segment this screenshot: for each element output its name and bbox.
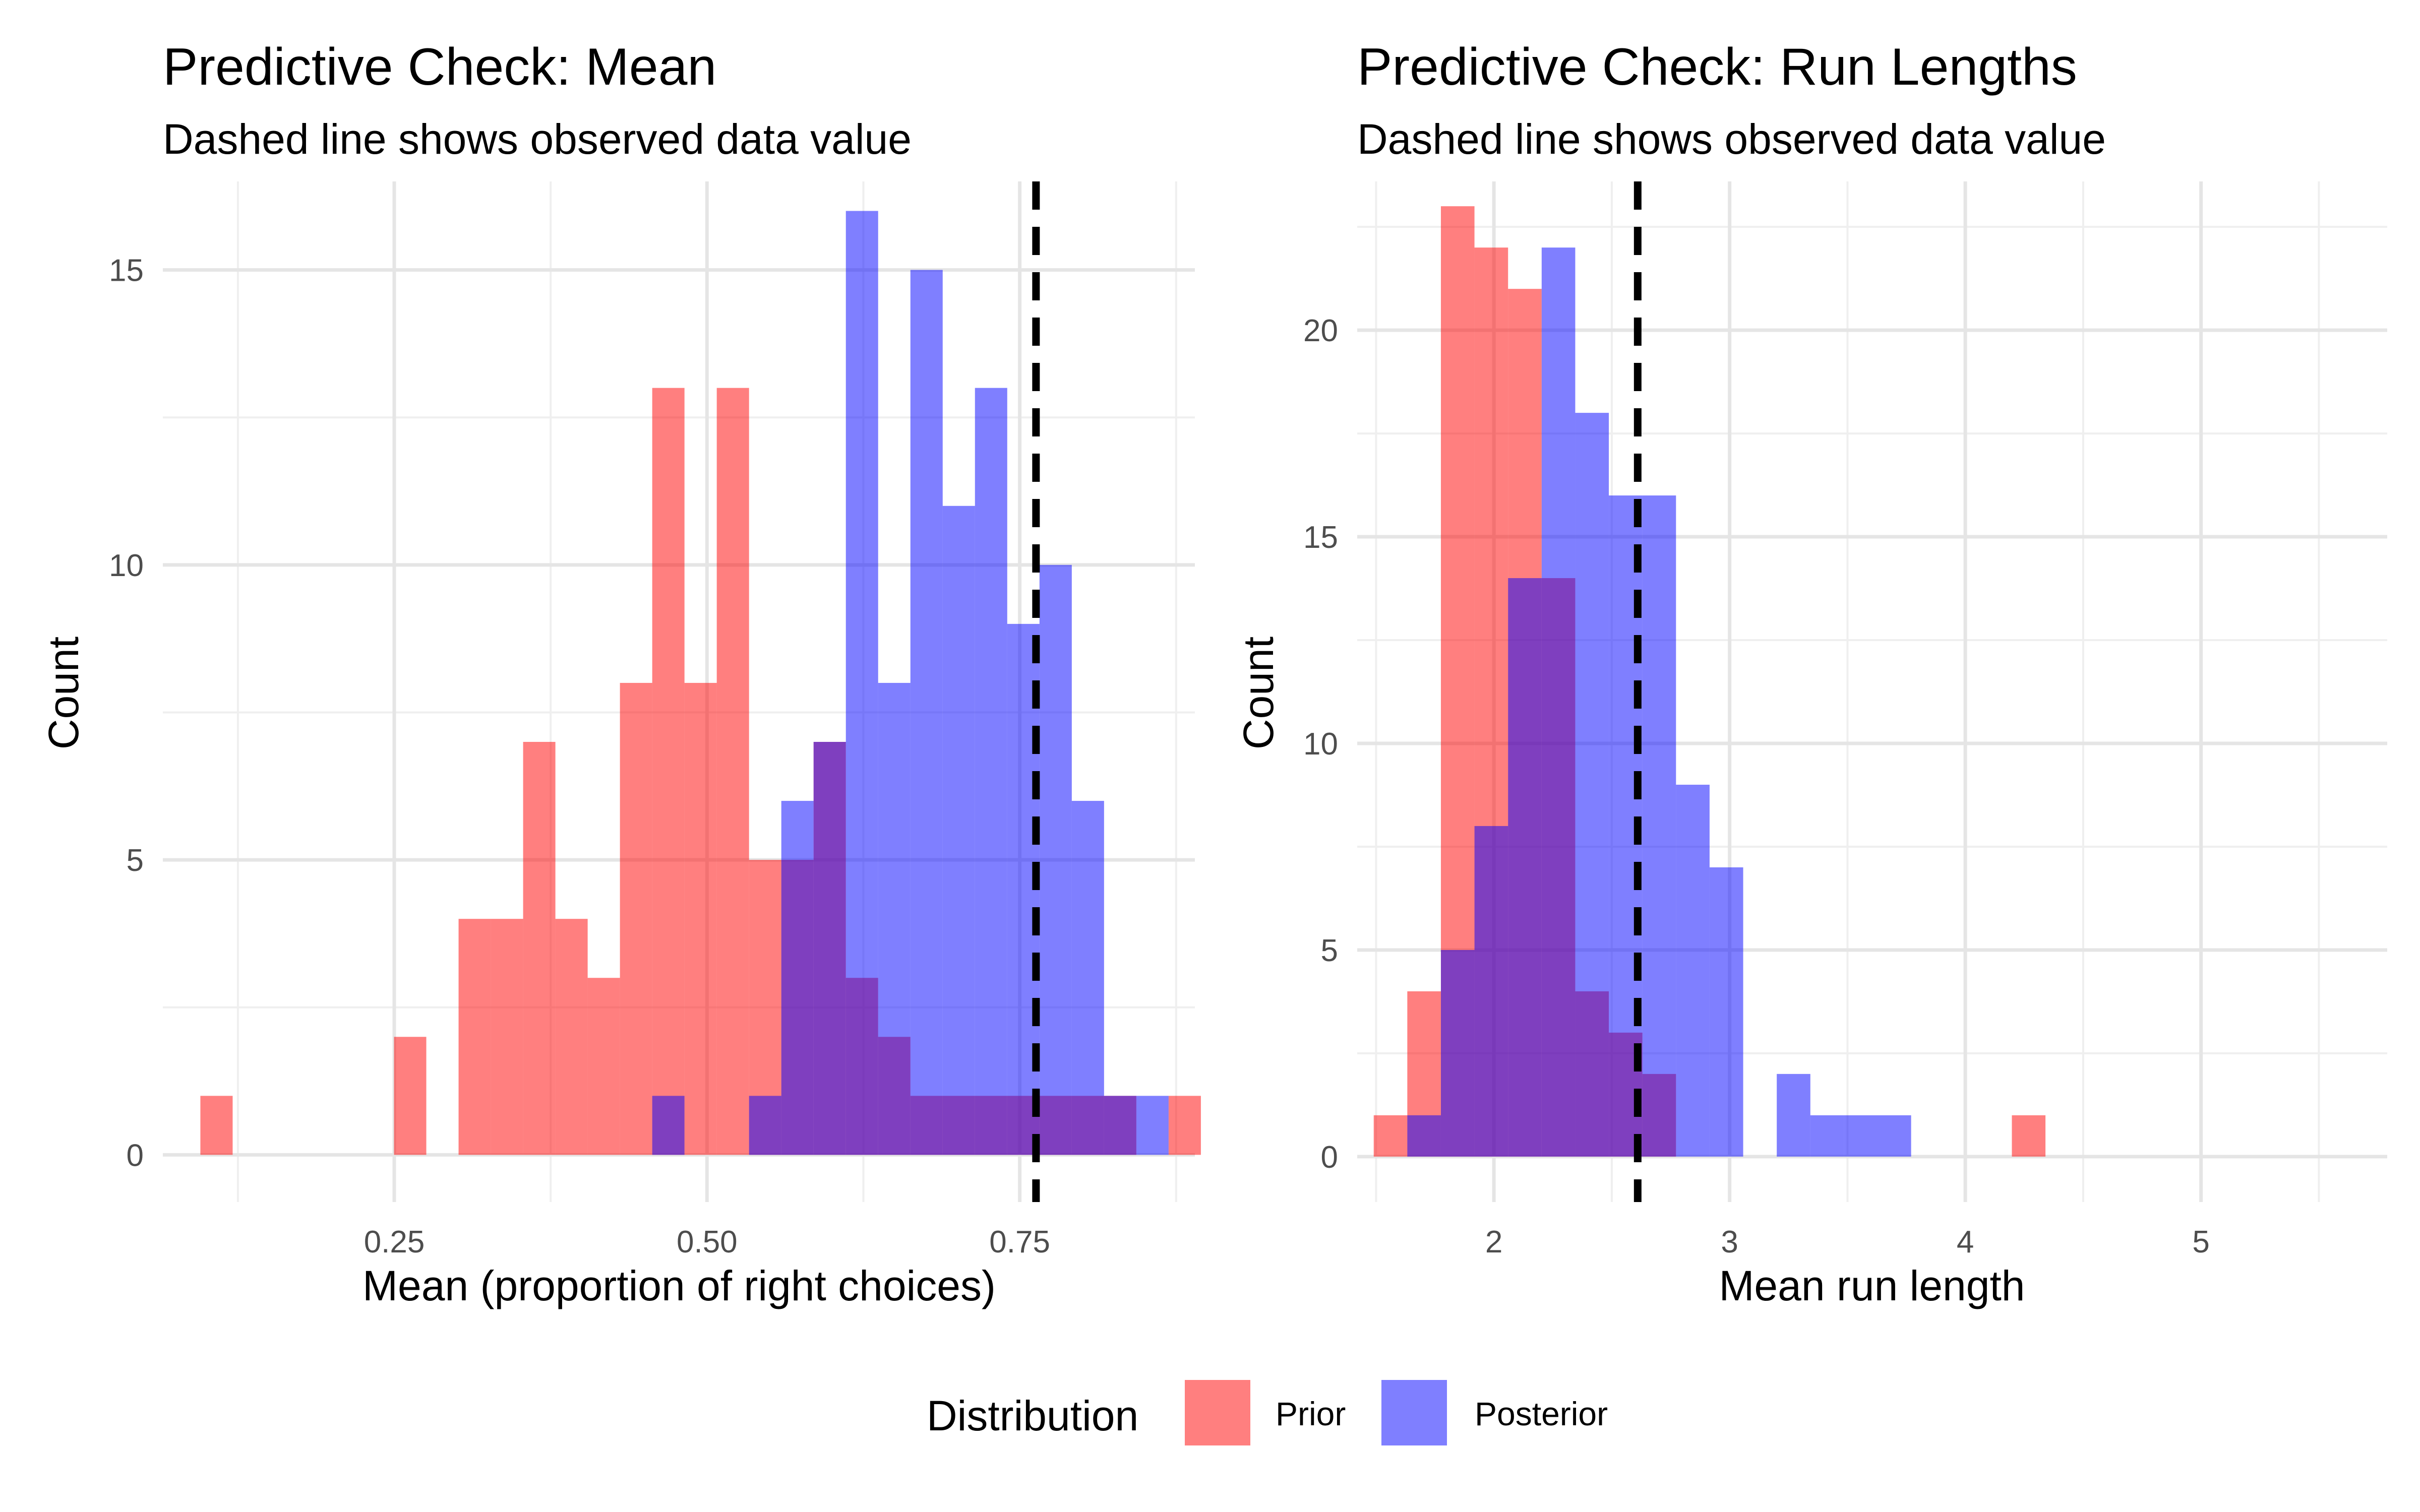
x-tick-label: 0.75 [989,1225,1050,1259]
panel-subtitle: Dashed line shows observed data value [163,115,912,163]
legend-swatch-posterior [1381,1380,1447,1445]
x-tick-label: 3 [1721,1225,1738,1259]
histogram-bar-posterior [1844,1115,1878,1157]
y-tick-label: 0 [127,1138,144,1173]
legend-title: Distribution [927,1392,1138,1439]
panel-subtitle: Dashed line shows observed data value [1357,115,2106,163]
histogram-bar-posterior [1642,495,1676,1157]
histogram-bar-posterior [1810,1115,1844,1157]
histogram-bar-posterior [1104,1096,1136,1155]
histogram-bar-posterior [749,1096,781,1155]
y-tick-label: 10 [109,548,144,583]
histogram-bar-posterior [1440,950,1475,1157]
histogram-bar-prior [684,682,717,1155]
y-tick-label: 5 [127,843,144,878]
histogram-bar-prior [1373,1115,1408,1157]
histogram-bar-posterior [845,211,878,1155]
histogram-bar-posterior [910,270,943,1155]
histogram-bar-posterior [1541,247,1576,1157]
y-tick-label: 15 [109,254,144,288]
legend-swatch-prior [1185,1380,1250,1445]
series-posterior [652,211,1169,1155]
legend-label-prior: Prior [1276,1395,1346,1432]
panel-run-lengths: 2 3 4 5 0 5 10 15 20 Predictive Check: Run Length… [1235,38,2387,1309]
y-tick-label: 20 [1303,313,1338,348]
y-tick-label: 10 [1303,727,1338,762]
histogram-bar-posterior [781,801,814,1155]
histogram-bar-posterior [1407,1115,1441,1157]
x-axis-title: Mean run length [1719,1262,2025,1309]
y-tick-label: 15 [1303,520,1338,555]
histogram-bar-posterior [1071,801,1104,1155]
histogram-bar-posterior [1136,1096,1169,1155]
histogram-bar-prior [2012,1115,2046,1157]
panel-title: Predictive Check: Mean [163,38,716,96]
histogram-bar-prior [523,741,556,1155]
histogram-bar-prior [587,978,620,1155]
histogram-bar-prior [620,682,652,1155]
x-tick-label: 2 [1485,1225,1502,1259]
histogram-bar-prior [458,919,491,1155]
histogram-bar-prior [555,919,588,1155]
legend-label-posterior: Posterior [1475,1395,1608,1432]
y-axis-title: Count [40,637,87,749]
histogram-bar-prior [716,388,749,1155]
plot-area: 0.25 0.50 0.75 0 5 10 15 [109,181,1201,1259]
x-tick-label: 4 [1957,1225,1974,1259]
y-tick-label: 5 [1321,933,1338,968]
histogram-bar-posterior [1508,578,1542,1157]
histogram-bar-posterior [1039,564,1072,1155]
histogram-bar-prior [200,1096,233,1155]
histogram-bar-posterior [975,388,1007,1155]
histogram-bar-prior [652,388,685,1155]
x-axis-title: Mean (proportion of right choices) [362,1262,996,1309]
plot-area: 2 3 4 5 0 5 10 15 20 [1303,181,2387,1259]
histogram-bar-posterior [1676,784,1710,1157]
histogram-bar-posterior [652,1096,685,1155]
histogram-bar-prior [394,1037,427,1155]
histogram-bar-posterior [1777,1074,1810,1157]
x-tick-label: 0.25 [364,1225,425,1259]
histogram-bar-posterior [1575,413,1609,1157]
histogram-bar-posterior [1878,1115,1911,1157]
x-tick-label: 0.50 [677,1225,738,1259]
histogram-bar-posterior [813,741,846,1155]
panel-title: Predictive Check: Run Lengths [1357,38,2077,96]
y-tick-label: 0 [1321,1140,1338,1175]
histogram-bar-posterior [1709,867,1743,1157]
histogram-bar-prior [1168,1096,1201,1155]
histogram-bar-posterior [878,682,911,1155]
histogram-bar-prior [491,919,523,1155]
panel-mean: 0.25 0.50 0.75 0 5 10 15 Predictive Check: Mean… [40,38,1201,1309]
y-axis-title: Count [1235,637,1282,749]
legend: Distribution Prior Posterior [927,1380,1608,1445]
histogram-bar-posterior [1474,826,1508,1157]
histogram-bar-posterior [942,506,975,1155]
x-tick-label: 5 [2192,1225,2209,1259]
